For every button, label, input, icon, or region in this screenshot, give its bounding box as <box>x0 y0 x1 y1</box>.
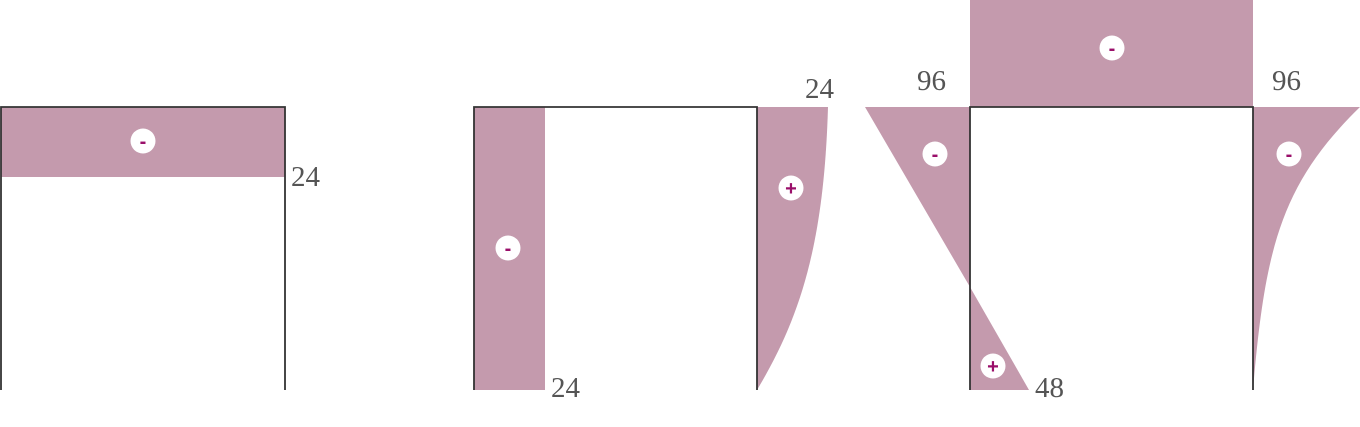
sign-minus: - <box>1109 38 1116 60</box>
sign-badge <box>495 235 521 261</box>
sign-minus: - <box>505 238 512 260</box>
sign-minus: - <box>140 131 147 153</box>
sign-minus: - <box>932 144 939 166</box>
sign-badge <box>778 175 804 201</box>
sign-badge <box>1099 35 1125 61</box>
diagram-3: - - + - 96 96 48 <box>865 0 1360 404</box>
diagram-1: - 24 <box>0 106 321 390</box>
sign-plus: + <box>785 178 797 200</box>
frame-2 <box>473 106 758 390</box>
sign-plus: + <box>987 356 999 378</box>
sign-badge <box>980 353 1006 379</box>
right-column-moment-area <box>757 107 828 390</box>
frame-1 <box>0 106 286 390</box>
left-column-upper-moment-area <box>865 107 970 287</box>
diagram-2: - + 24 24 <box>473 73 835 404</box>
sign-badge <box>130 128 156 154</box>
value-label: 24 <box>291 161 321 193</box>
sign-minus: - <box>1286 144 1293 166</box>
frame-3 <box>969 106 1254 390</box>
value-label-bottom: 48 <box>1035 372 1064 404</box>
value-label-top-right: 96 <box>1272 65 1301 97</box>
value-label-right-top: 24 <box>805 73 835 105</box>
sign-badge <box>922 141 948 167</box>
value-label-top-left: 96 <box>917 65 946 97</box>
value-label-left-bottom: 24 <box>551 372 581 404</box>
right-column-moment-area <box>1253 107 1360 390</box>
sign-badge <box>1276 141 1302 167</box>
